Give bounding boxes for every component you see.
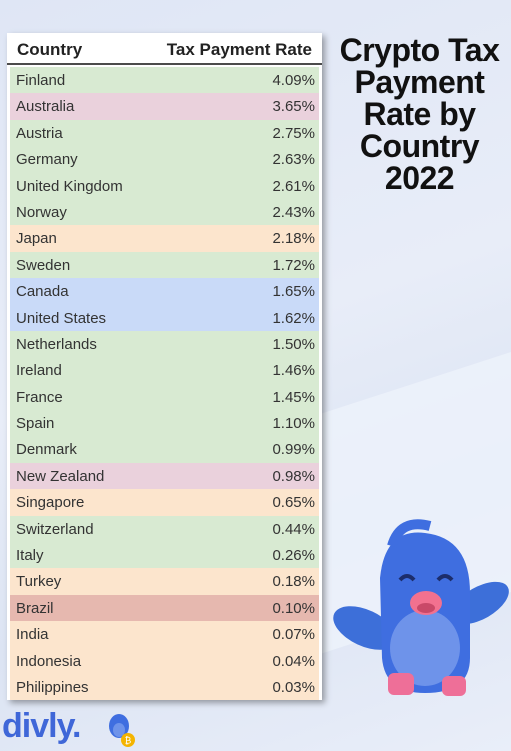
country-name: Netherlands [16, 335, 97, 353]
table-row: Italy 0.26% [10, 542, 319, 569]
title-line-5: 2022 [384, 160, 455, 196]
tax-rate-value: 1.46% [272, 362, 315, 380]
tax-rate-value: 3.65% [272, 98, 315, 116]
country-name: Italy [16, 547, 44, 565]
country-name: United States [16, 309, 107, 327]
tax-rate-value: 1.62% [272, 309, 315, 327]
tax-rate-value: 0.07% [272, 626, 315, 644]
table-row: Spain 1.10% [10, 410, 319, 437]
tax-rate-value: 1.10% [272, 415, 315, 433]
country-name: Australia [16, 98, 75, 116]
tax-rate-value: 0.03% [272, 678, 315, 696]
country-name: Singapore [16, 494, 85, 512]
title-line-1: Crypto Tax [339, 32, 500, 68]
country-name: Switzerland [16, 520, 94, 538]
table-row: Singapore 0.65% [10, 489, 319, 516]
tax-rate-value: 0.98% [272, 467, 315, 485]
tax-rate-value: 0.04% [272, 652, 315, 670]
table-row: United Kingdom 2.61% [10, 172, 319, 199]
table-row: Finland 4.09% [10, 67, 319, 94]
title-line-2: Payment [354, 64, 485, 100]
country-name: Germany [16, 151, 78, 169]
tax-rate-value: 0.18% [272, 573, 315, 591]
table-row: Netherlands 1.50% [10, 330, 319, 358]
country-name: Finland [16, 72, 66, 89]
country-name: Turkey [16, 573, 62, 591]
table-row: Brazil 0.10% [10, 594, 319, 622]
country-name: Denmark [16, 441, 77, 459]
table-row: Switzerland 0.44% [10, 515, 319, 543]
tax-rate-value: 2.75% [272, 124, 315, 142]
table-row: Australia 3.65% [10, 93, 319, 120]
divly-logo: divly. [2, 707, 81, 745]
table-row: Norway 2.43% [10, 198, 319, 226]
country-name: Indonesia [16, 652, 82, 670]
country-name: India [16, 626, 49, 644]
tax-rate-table: Country Tax Payment Rate Finland 4.09% Aus… [7, 33, 322, 701]
table-row: Denmark 0.99% [10, 436, 319, 463]
tax-rate-value: 0.10% [272, 599, 315, 617]
tax-rate-value: 1.72% [272, 256, 315, 274]
page-title: Crypto Tax Payment Rate by Country 2022 [328, 34, 511, 194]
table-row: France 1.45% [10, 383, 319, 411]
tax-rate-value: 0.65% [272, 494, 315, 512]
tax-rate-value: 2.63% [272, 151, 315, 169]
tax-rate-value: 0.26% [272, 547, 315, 565]
country-name: United Kingdom [16, 177, 123, 195]
table-row: New Zealand 0.98% [10, 462, 319, 490]
table-row: United States 1.62% [10, 304, 319, 331]
table-row: Philippines 0.03% [10, 673, 319, 701]
table-row: Indonesia 0.04% [10, 647, 319, 674]
tax-rate-value: 2.18% [272, 230, 315, 248]
table-row: Japan 2.18% [10, 225, 319, 252]
table-header: Country Tax Payment Rate [7, 33, 322, 65]
table-body: Finland 4.09% Australia 3.65% Austria 2.75% Ge… [10, 67, 319, 701]
tax-rate-value: 2.43% [272, 203, 315, 221]
blue-bird-mascot-icon [333, 519, 509, 696]
table-row: Austria 2.75% [10, 119, 319, 147]
tax-rate-value: 0.99% [272, 441, 315, 459]
country-name: Philippines [16, 678, 89, 696]
tax-rate-value: 1.50% [272, 335, 315, 353]
country-name: Japan [16, 230, 57, 248]
header-rate: Tax Payment Rate [166, 40, 312, 59]
country-name: Norway [16, 203, 67, 221]
tax-rate-value: 0.44% [272, 520, 315, 538]
country-name: Brazil [16, 599, 54, 617]
logo-bird-icon: ₿ [109, 714, 135, 747]
table-row: India 0.07% [10, 621, 319, 648]
header-country: Country [17, 40, 83, 59]
country-name: Canada [16, 283, 69, 301]
tax-rate-value: 1.45% [272, 388, 315, 406]
table-row: Turkey 0.18% [10, 568, 319, 595]
country-name: France [16, 388, 63, 406]
table-row: Sweden 1.72% [10, 251, 319, 279]
title-line-3: Rate by [363, 96, 476, 132]
table-row: Canada 1.65% [10, 278, 319, 305]
tax-rate-value: 1.65% [272, 283, 315, 301]
country-name: Austria [16, 124, 63, 142]
country-name: New Zealand [16, 467, 105, 485]
country-name: Spain [16, 415, 55, 433]
table-row: Germany 2.63% [10, 146, 319, 173]
tax-rate-value: 2.61% [272, 177, 315, 195]
table-row: Ireland 1.46% [10, 357, 319, 384]
tax-rate-value: 4.09% [272, 72, 315, 89]
country-name: Sweden [16, 256, 71, 274]
title-line-4: Country [359, 128, 480, 164]
country-name: Ireland [16, 362, 62, 380]
svg-text:₿: ₿ [125, 736, 132, 747]
